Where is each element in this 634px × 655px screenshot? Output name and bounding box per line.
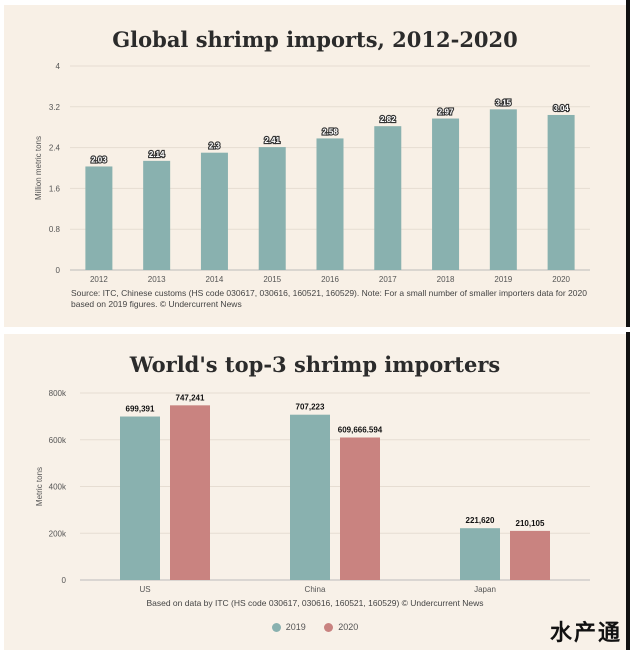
x-tick-label-2013: 2013 <box>148 275 166 284</box>
x-tick-label-2016: 2016 <box>321 275 339 284</box>
data-label-US-2020: 747,241 <box>176 393 205 402</box>
y-axis-label: Million metric tons <box>34 136 43 200</box>
y-axis-label: Metric tons <box>35 467 44 506</box>
data-label-Japan-2019: 221,620 <box>466 516 495 525</box>
x-tick-label-2014: 2014 <box>206 275 224 284</box>
chart-panel-global-imports: Global shrimp imports, 2012-2020 0 0.8 1.6… <box>4 5 626 327</box>
data-label-2020: 3.04 <box>553 104 569 113</box>
x-tick-label-2017: 2017 <box>379 275 397 284</box>
bar-chart-top-importers: 0 200k 400k 600k 800k Metric tons 699,391 747,2… <box>35 389 590 594</box>
data-label-China-2020: 609,666.594 <box>338 425 383 434</box>
data-label-2019: 3.15 <box>496 98 512 107</box>
bar-2014 <box>200 152 228 270</box>
panel-divider <box>626 332 630 650</box>
y-tick-label: 200k <box>49 529 67 538</box>
chart-title: Global shrimp imports, 2012-2020 <box>112 27 518 52</box>
bar-2018 <box>432 118 460 270</box>
data-label-2015: 2.41 <box>264 136 280 145</box>
chart-source-note: Source: ITC, Chinese customs (HS code 03… <box>71 288 587 309</box>
y-tick-label: 0 <box>62 576 67 585</box>
data-label-2014: 2.3 <box>209 142 221 151</box>
data-label-Japan-2020: 210,105 <box>516 519 545 528</box>
x-tick-label-2015: 2015 <box>263 275 281 284</box>
y-tick-label: 600k <box>49 436 67 445</box>
data-label-2017: 2.82 <box>380 115 396 124</box>
x-tick-label-Japan: Japan <box>474 585 496 594</box>
bar-Japan-2020 <box>510 530 550 580</box>
panel-divider <box>626 0 630 327</box>
x-tick-label-2019: 2019 <box>494 275 512 284</box>
legend-item-2020[interactable]: 2020 <box>324 622 358 632</box>
bar-2013 <box>143 160 171 270</box>
y-tick-label: 3.2 <box>49 103 61 112</box>
bar-2016 <box>316 138 344 270</box>
x-tick-label-2018: 2018 <box>437 275 455 284</box>
legend-label: 2020 <box>338 622 359 632</box>
bar-China-2020 <box>340 437 380 580</box>
data-label-2012: 2.03 <box>91 155 107 164</box>
bar-2015 <box>258 147 286 270</box>
data-label-2016: 2.58 <box>322 127 338 136</box>
chart-source-note: Based on data by ITC (HS code 030617, 03… <box>146 598 484 608</box>
y-tick-label: 2.4 <box>49 144 61 153</box>
y-tick-label: 800k <box>49 389 67 398</box>
chart-legend: 2019 2020 <box>4 622 626 634</box>
y-tick-label: 0.8 <box>49 225 61 234</box>
y-tick-label: 400k <box>49 483 67 492</box>
bar-US-2020 <box>170 405 210 580</box>
chart-panel-top-importers: World's top-3 shrimp importers 0 200k 400k… <box>4 334 626 650</box>
y-tick-label: 1.6 <box>49 184 61 193</box>
x-tick-label-2020: 2020 <box>552 275 570 284</box>
y-tick-label: 0 <box>56 266 61 275</box>
legend-item-2019[interactable]: 2019 <box>271 622 306 632</box>
bar-2012 <box>85 166 113 270</box>
data-label-2018: 2.97 <box>438 108 454 117</box>
legend-swatch-2020 <box>324 622 334 632</box>
bar-2017 <box>374 126 402 271</box>
bar-US-2019 <box>120 416 160 580</box>
data-label-US-2019: 699,391 <box>126 405 155 414</box>
bar-2020 <box>547 114 575 271</box>
x-tick-label-US: US <box>139 585 150 594</box>
legend-swatch-2019 <box>271 622 281 632</box>
chart-title: World's top-3 shrimp importers <box>129 352 501 377</box>
bar-chart-global-imports: 0 0.8 1.6 2.4 3.2 4 Million metric tons 2.03 201… <box>34 62 590 284</box>
bar-Japan-2019 <box>460 528 500 580</box>
x-tick-label-China: China <box>305 585 326 594</box>
x-tick-label-2012: 2012 <box>90 275 108 284</box>
bar-2019 <box>489 109 517 270</box>
legend-label: 2019 <box>285 622 306 632</box>
bar-China-2019 <box>290 414 330 580</box>
watermark-logo: 水产通 <box>549 621 622 646</box>
data-label-China-2019: 707,223 <box>296 403 325 412</box>
y-tick-label: 4 <box>56 62 61 71</box>
data-label-2013: 2.14 <box>149 150 165 159</box>
